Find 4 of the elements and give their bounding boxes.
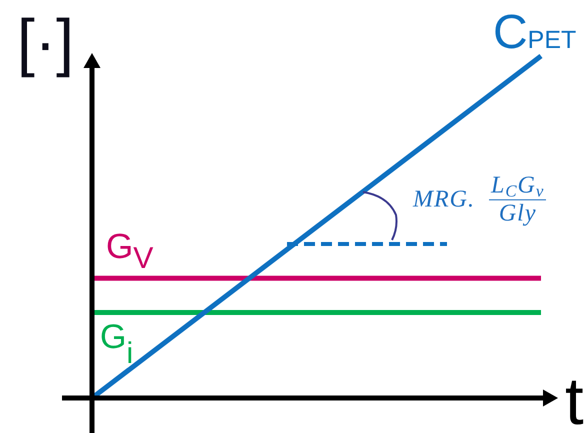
series-label: G$_{i}$ xyxy=(100,318,134,370)
x-axis-title: t xyxy=(565,364,584,433)
y-axis-title: [·] xyxy=(17,6,74,78)
series-label: G$_{V}$ xyxy=(106,227,154,276)
